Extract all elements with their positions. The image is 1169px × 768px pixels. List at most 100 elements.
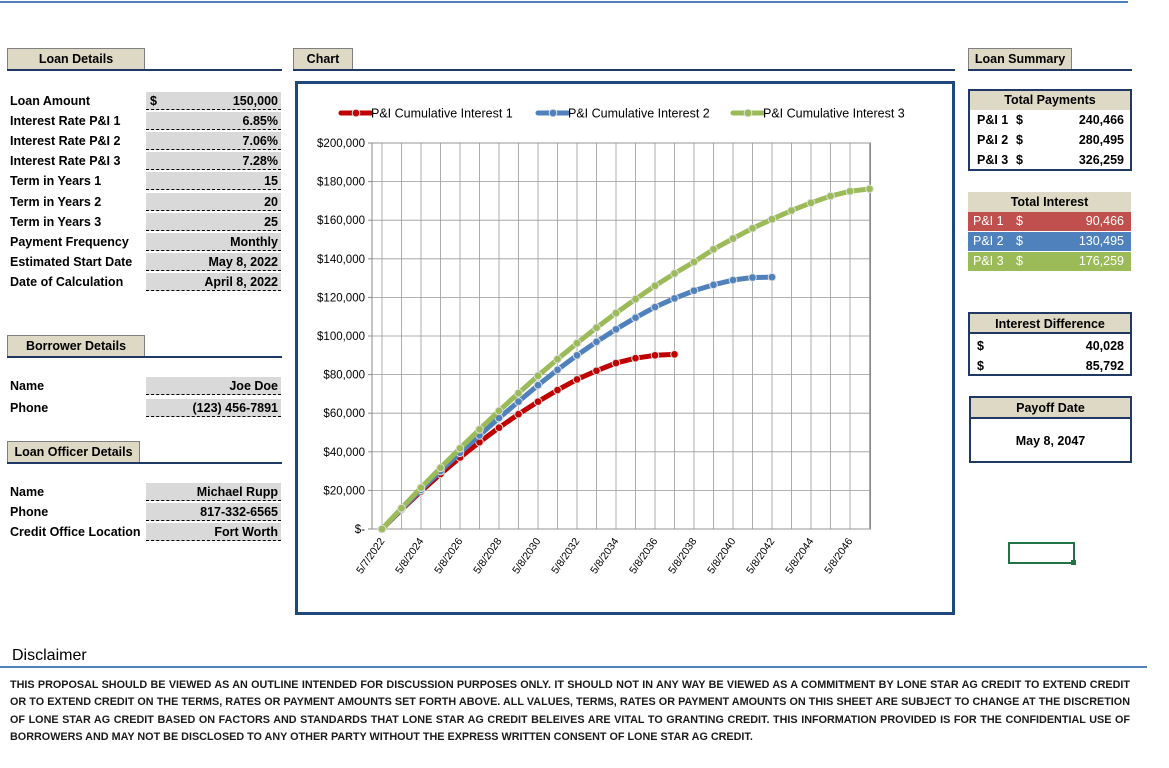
series-marker [670,269,679,278]
x-tick-label: 5/8/2028 [471,536,504,576]
series-marker [416,483,426,492]
row-value: 90,466 [1085,214,1124,228]
row-label: P&I 3 [977,153,1009,167]
x-tick-label: 5/8/2044 [783,536,816,576]
field-value-cell: Fort Worth [146,523,281,541]
y-tick-label: $160,000 [317,215,365,227]
row-value: 176,259 [1078,254,1124,268]
currency-symbol: $ [1016,254,1023,268]
section-tab: Loan Officer Details [7,441,140,463]
x-tick-label: 5/8/2046 [822,536,855,576]
series-marker [709,245,718,254]
row-value: 40,028 [1085,339,1124,353]
series-marker [689,286,699,295]
currency-symbol: $ [1016,214,1023,228]
box-header: Interest Difference [970,314,1130,334]
field-value-cell: 7.28% [146,152,281,171]
series-marker [728,275,738,285]
row-label: P&I 2 [973,234,1004,248]
field-label: Estimated Start Date [10,254,133,269]
series-marker [826,191,835,201]
y-tick-label: $- [355,524,365,536]
series-marker [494,423,504,432]
legend-label: P&I Cumulative Interest 3 [763,107,905,121]
field-label: Phone [10,505,49,519]
series-marker [748,224,757,233]
field-label: Term in Years 3 [10,214,102,229]
summary-box [968,312,1132,376]
y-tick-label: $60,000 [323,408,365,420]
series-marker [475,425,484,434]
fill-handle[interactable] [1071,560,1076,565]
field-value-cell: 7.06% [146,132,281,151]
field-value-cell: Joe Doe [146,377,281,395]
field-label: Credit Office Location [10,525,141,539]
x-tick-label: 5/8/2032 [549,536,582,576]
series-marker [845,186,855,196]
row-value: 326,259 [1078,153,1124,167]
field-label: Phone [10,401,49,415]
box-header: Total Payments [970,91,1130,110]
series-marker [631,313,640,322]
series-marker [806,198,816,208]
series-marker [514,397,523,406]
row-label: P&I 2 [977,133,1009,147]
disclaimer-rule [0,666,1147,668]
interest-row [968,232,1131,251]
section-tab: Loan Details [7,48,145,70]
series-marker [592,337,601,347]
field-value-cell: 6.85% [146,112,281,131]
series-marker [670,294,679,303]
series-marker [553,354,562,364]
disclaimer-title: Disclaimer [12,647,87,664]
legend-marker [548,108,558,118]
top-rule [0,1,1128,3]
currency-symbol: $ [150,94,157,108]
section-rule [7,462,282,464]
field-label: Loan Amount [10,94,91,108]
row-value: 280,495 [1078,133,1124,147]
series-marker [533,397,543,406]
section-tab: Borrower Details [7,335,145,357]
series-marker [572,351,582,360]
series-marker [631,294,640,304]
section-rule [7,356,282,358]
currency-symbol: $ [1016,153,1023,167]
series-marker [611,358,621,368]
field-value-cell: April 8, 2022 [146,272,281,291]
field-value-cell [146,92,281,110]
summary-box [968,89,1132,171]
field-label: Date of Calculation [10,274,124,289]
x-tick-label: 5/8/2034 [588,536,621,576]
series-marker [650,351,660,360]
series-marker [670,350,679,359]
currency-symbol: $ [977,339,984,353]
series-marker [572,375,582,384]
y-tick-label: $20,000 [323,485,365,497]
row-label: P&I 1 [973,214,1004,228]
series-marker [611,308,621,318]
section-rule [7,69,282,71]
selected-cell[interactable] [1008,542,1075,564]
disclaimer-text: THIS PROPOSAL SHOULD BE VIEWED AS AN OUT… [10,679,1130,743]
series-marker [650,281,660,291]
field-value-cell: 15 [146,172,281,191]
section-rule [293,69,955,71]
currency-symbol: $ [1016,133,1023,147]
legend-label: P&I Cumulative Interest 2 [568,107,710,121]
series-marker [514,388,523,398]
series-marker [494,406,504,416]
payoff-value: May 8, 2047 [1015,434,1086,448]
field-value-cell: Monthly [146,232,281,251]
series-marker [650,302,660,312]
series-marker [631,353,640,363]
legend-marker [351,108,361,118]
series-marker [533,371,543,381]
series-marker [592,366,601,376]
series-marker [689,257,699,267]
field-label: Term in Years 2 [10,194,102,209]
field-value-cell: 817-332-6565 [146,503,281,521]
field-label: Interest Rate P&I 1 [10,114,121,129]
y-tick-label: $140,000 [317,254,365,266]
section-tab: Chart [293,48,353,70]
